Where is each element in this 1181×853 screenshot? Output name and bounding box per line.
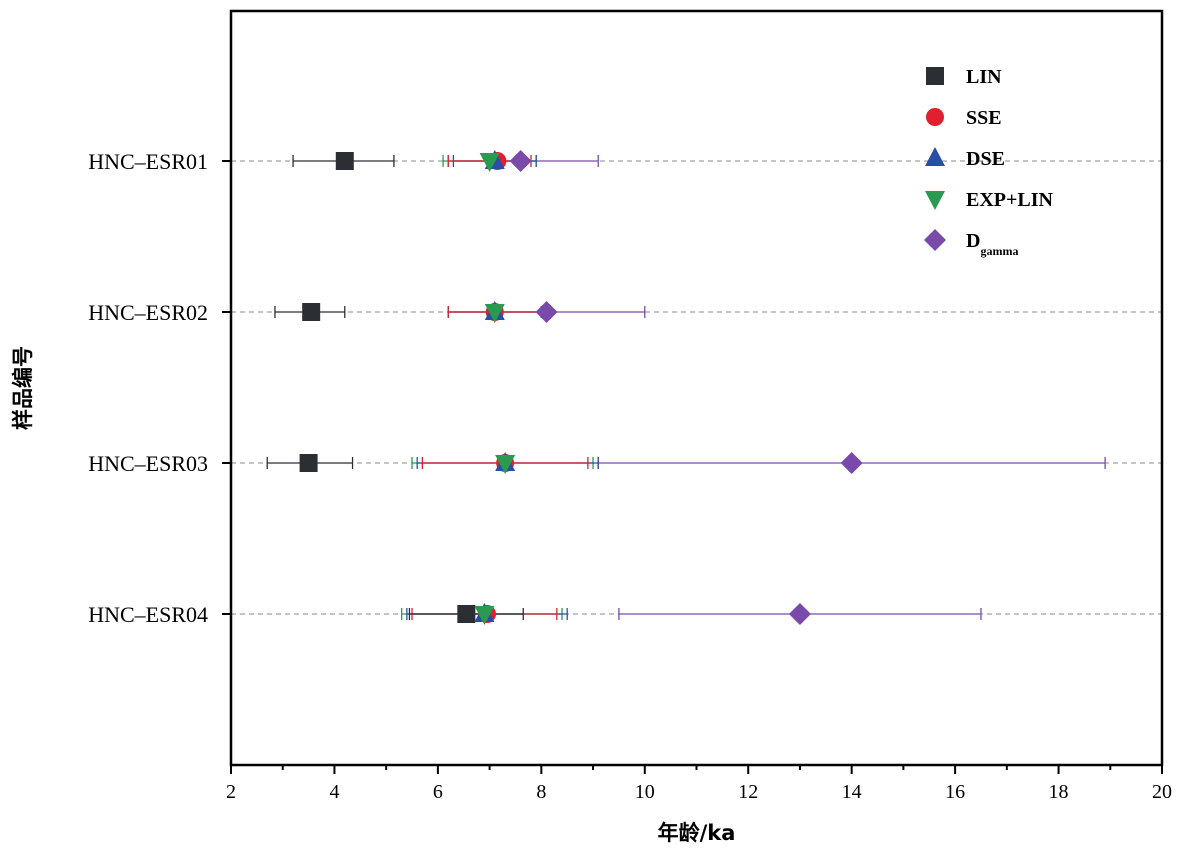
legend-item: EXP+LIN bbox=[925, 189, 1054, 211]
x-tick-label: 10 bbox=[635, 781, 655, 803]
y-tick-label: HNC–ESR02 bbox=[88, 300, 208, 325]
error-bars bbox=[266, 155, 1106, 620]
marker-triangle-down-4 bbox=[474, 606, 495, 625]
x-tick-label: 8 bbox=[536, 781, 546, 803]
legend-label: SSE bbox=[966, 107, 1002, 129]
marker-diamond-1 bbox=[509, 150, 532, 172]
legend-item: SSE bbox=[926, 107, 1002, 129]
legend-label: LIN bbox=[966, 66, 1002, 88]
plot-frame bbox=[229, 9, 1164, 767]
marker-diamond-3 bbox=[840, 452, 863, 474]
legend-marker-circle bbox=[926, 108, 944, 126]
y-tick-label: HNC–ESR03 bbox=[88, 451, 208, 476]
legend-label-text: D bbox=[966, 230, 980, 252]
legend-item: Dgamma bbox=[924, 229, 1018, 258]
x-tick-label: 20 bbox=[1152, 781, 1172, 803]
legend-label-text: LIN bbox=[966, 66, 1002, 88]
marker-square-1 bbox=[335, 152, 354, 170]
legend-marker-square bbox=[926, 67, 944, 85]
marker-square-2 bbox=[302, 303, 321, 321]
marker-diamond-2 bbox=[535, 301, 558, 323]
legend-item: DSE bbox=[925, 147, 1005, 170]
legend-label-text: EXP+LIN bbox=[966, 189, 1054, 211]
x-tick-label: 12 bbox=[738, 781, 758, 803]
legend-marker-triangle-down bbox=[925, 191, 945, 210]
x-tick-label: 6 bbox=[433, 781, 443, 803]
gridlines bbox=[231, 160, 1162, 615]
legend-label-text: DSE bbox=[966, 148, 1005, 170]
x-axis-ticks: 2 4 6 8 10 12 14 16 18 20 bbox=[226, 765, 1172, 803]
x-tick-label: 2 bbox=[226, 781, 236, 803]
x-tick-label: 14 bbox=[842, 781, 862, 803]
legend-marker-diamond bbox=[924, 229, 946, 251]
y-tick-label: HNC–ESR04 bbox=[88, 602, 208, 627]
data-markers bbox=[299, 150, 863, 625]
marker-triangle-down-1 bbox=[479, 153, 500, 172]
y-axis-title: 样品编号 bbox=[11, 346, 35, 430]
x-tick-label: 4 bbox=[329, 781, 339, 803]
legend-label: DSE bbox=[966, 148, 1005, 170]
legend-item: LIN bbox=[926, 66, 1002, 88]
legend-label-subscript: gamma bbox=[980, 244, 1018, 258]
legend-label-text: SSE bbox=[966, 107, 1002, 129]
marker-diamond-4 bbox=[788, 603, 811, 625]
marker-triangle-down-2 bbox=[484, 304, 505, 323]
marker-square-4 bbox=[457, 605, 476, 623]
y-axis-labels: HNC–ESR01 HNC–ESR02 HNC–ESR03 HNC–ESR04 bbox=[88, 149, 231, 627]
legend: LIN SSE DSE EXP+LIN Dgamma bbox=[924, 66, 1054, 258]
x-tick-label: 16 bbox=[945, 781, 965, 803]
legend-marker-triangle-up bbox=[925, 147, 945, 166]
x-tick-label: 18 bbox=[1049, 781, 1069, 803]
marker-square-3 bbox=[299, 454, 318, 472]
y-tick-label: HNC–ESR01 bbox=[88, 149, 208, 174]
x-axis-title: 年龄/ka bbox=[658, 821, 736, 845]
legend-label: Dgamma bbox=[966, 230, 1018, 258]
marker-triangle-down-3 bbox=[495, 455, 516, 474]
legend-label: EXP+LIN bbox=[966, 189, 1054, 211]
